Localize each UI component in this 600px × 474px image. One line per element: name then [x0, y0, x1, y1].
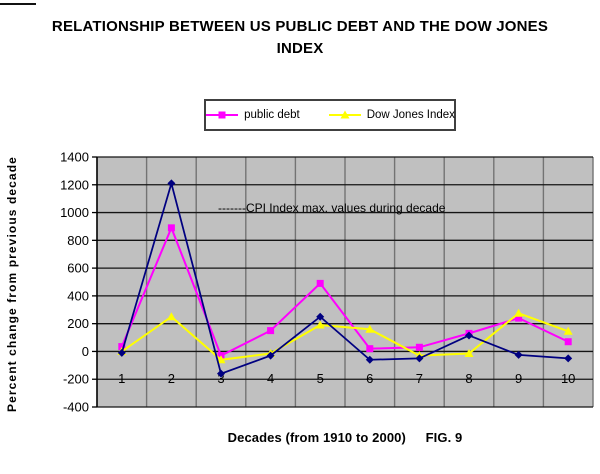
- y-tick-label: -200: [63, 372, 89, 387]
- data-point-cpi-index: [217, 369, 225, 378]
- cpi-annotation: -------CPI Index max. values during deca…: [218, 201, 446, 215]
- scan-artifact-line: [0, 3, 36, 5]
- data-point-cpi-index: [167, 179, 176, 188]
- plot: -400 -200 0 200 400 600 800 1000 1200 1400 1 2 3 4 5 6 7…: [60, 150, 594, 415]
- chart-title: RELATIONSHIP BETWEEN US PUBLIC DEBT AND …: [51, 18, 549, 57]
- y-tick-label: 600: [67, 261, 89, 276]
- y-tick-label: 400: [67, 288, 89, 303]
- x-tick-label: 9: [515, 371, 522, 386]
- legend-marker-public-debt: [218, 111, 226, 119]
- x-tick-label: 10: [561, 371, 575, 386]
- x-tick-label: 2: [168, 371, 175, 386]
- series-line-cpi-index: [120, 180, 569, 375]
- x-tick-label: 5: [317, 371, 324, 386]
- y-tick-label: 0: [82, 344, 89, 359]
- x-tick-label: 7: [416, 371, 423, 386]
- data-point-public-debt: [316, 279, 324, 287]
- legend: public debt Dow Jones Index: [204, 99, 456, 131]
- data-point-cpi-index: [365, 355, 374, 364]
- series-cpi-index: [117, 179, 573, 378]
- data-point-public-debt: [267, 327, 275, 335]
- data-point-public-debt: [415, 343, 423, 351]
- data-point-cpi-index: [564, 354, 573, 363]
- data-point-dow-jones-index: [315, 320, 325, 329]
- figure-label: FIG. 9: [425, 430, 463, 445]
- legend-item-dow-jones: Dow Jones Index: [328, 109, 455, 121]
- data-point-public-debt: [118, 343, 126, 351]
- x-tick-label: 8: [465, 371, 472, 386]
- x-tick-label: 6: [366, 371, 373, 386]
- data-point-public-debt: [564, 338, 572, 346]
- series-line-public-debt: [120, 225, 569, 357]
- data-point-dow-jones-index: [514, 308, 524, 317]
- legend-swatch-public-debt: [206, 111, 239, 119]
- legend-marker-dow-jones-index: [340, 110, 350, 119]
- data-point-dow-jones-index: [365, 324, 375, 333]
- data-point-cpi-index: [266, 351, 275, 360]
- legend-item-public-debt: public debt: [205, 109, 300, 121]
- y-tick-label: 1200: [60, 177, 89, 192]
- legend-label-public-debt: public debt: [244, 109, 300, 121]
- y-tick-label: 200: [67, 316, 89, 331]
- data-point-cpi-index: [514, 350, 523, 359]
- y-tick-label: 1000: [60, 205, 89, 220]
- x-tick-label: 3: [217, 371, 224, 386]
- y-tick-label: 800: [67, 233, 89, 248]
- data-point-dow-jones-index: [563, 326, 573, 335]
- data-point-dow-jones-index: [216, 355, 226, 364]
- y-tick-label: 1400: [60, 150, 89, 165]
- x-tick-label: 4: [267, 371, 274, 386]
- data-point-public-debt: [167, 224, 175, 232]
- data-point-cpi-index: [316, 312, 325, 321]
- x-axis-title: Decades (from 1910 to 2000) FIG. 9: [97, 430, 593, 445]
- data-point-cpi-index: [415, 354, 424, 363]
- data-point-dow-jones-index: [464, 349, 474, 358]
- legend-label-dow-jones: Dow Jones Index: [366, 109, 455, 121]
- data-point-public-debt: [366, 345, 374, 353]
- x-axis-title-text: Decades (from 1910 to 2000): [227, 430, 406, 445]
- data-point-public-debt: [515, 314, 523, 322]
- y-tick-label: -400: [63, 400, 89, 415]
- legend-swatch-dow-jones: [328, 110, 361, 119]
- data-point-cpi-index: [117, 348, 126, 357]
- x-tick-label: 1: [118, 371, 125, 386]
- y-axis-title: Percent change from previous decade: [5, 156, 19, 412]
- series-line-dow-jones-index: [121, 312, 569, 361]
- data-point-dow-jones-index: [166, 312, 176, 321]
- data-point-cpi-index: [465, 331, 473, 340]
